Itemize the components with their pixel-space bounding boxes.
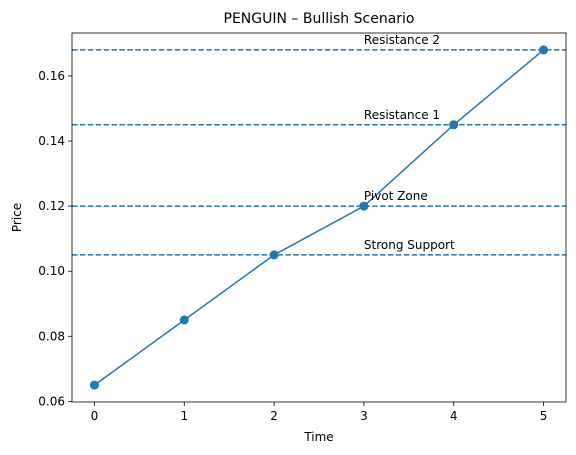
y-tick-label: 0.08 xyxy=(38,329,65,343)
y-tick-label: 0.16 xyxy=(38,69,65,83)
y-tick-label: 0.14 xyxy=(38,134,65,148)
x-tick-label: 2 xyxy=(270,409,278,423)
x-tick-label: 0 xyxy=(91,409,99,423)
reference-line-label: Resistance 1 xyxy=(364,108,440,122)
x-tick-label: 5 xyxy=(540,409,548,423)
chart-title: PENGUIN – Bullish Scenario xyxy=(224,11,415,27)
x-tick-label: 3 xyxy=(360,409,368,423)
y-tick-label: 0.12 xyxy=(38,199,65,213)
reference-line-label: Pivot Zone xyxy=(364,189,428,203)
data-point xyxy=(539,45,549,55)
data-point xyxy=(89,380,99,390)
reference-line-label: Strong Support xyxy=(364,238,455,252)
data-point xyxy=(359,201,369,211)
x-axis-label: Time xyxy=(303,430,333,444)
y-axis-label: Price xyxy=(10,203,24,232)
x-tick-label: 4 xyxy=(450,409,458,423)
plot-area: Strong Support Pivot Zone Resistance 1 Resi… xyxy=(38,32,567,423)
data-point xyxy=(269,250,279,260)
reference-line-label: Resistance 2 xyxy=(364,33,440,47)
series-line xyxy=(94,49,545,386)
y-tick-label: 0.06 xyxy=(38,394,65,408)
y-tick-label: 0.10 xyxy=(38,264,65,278)
x-tick-label: 1 xyxy=(180,409,188,423)
data-point xyxy=(449,120,459,130)
data-point xyxy=(179,315,189,325)
axes-frame xyxy=(71,32,567,403)
plot-inner xyxy=(72,45,566,390)
